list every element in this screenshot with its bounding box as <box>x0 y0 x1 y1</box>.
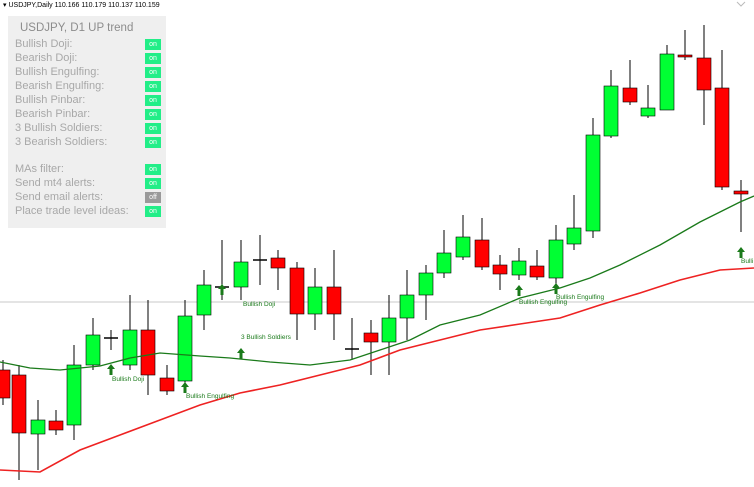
candle-body <box>122 329 138 366</box>
row-label: Bearish Doji: <box>15 52 78 64</box>
row-label: Send mt4 alerts: <box>15 177 96 189</box>
candle-body <box>270 257 286 269</box>
pattern-label: Bullish Doji <box>112 376 144 383</box>
ma-slow <box>0 267 754 473</box>
panel-row: Bearish Engulfing: on <box>15 80 161 93</box>
signal-arrow <box>181 382 189 393</box>
candle-body <box>307 286 323 315</box>
pattern-label: Bullish Doji <box>243 301 275 308</box>
candle-body <box>233 261 249 288</box>
candle-body <box>363 332 379 343</box>
status-badge[interactable]: on <box>145 81 161 92</box>
prices: 110.166 110.179 110.137 110.159 <box>54 2 160 9</box>
candle-body <box>603 85 619 137</box>
candle-body <box>11 374 27 434</box>
corner-icon <box>736 1 746 7</box>
pattern-label: Bullish Engulfing <box>556 294 604 301</box>
pattern-label: 3 Bullish Soldiers <box>241 334 292 341</box>
status-badge[interactable]: on <box>145 137 161 148</box>
panel-row: Bearish Doji: on <box>15 52 161 65</box>
pattern-panel: USDJPY, D1 UP trend Bullish Doji: on Beari… <box>8 16 166 228</box>
status-badge[interactable]: on <box>145 164 161 175</box>
candle-body <box>696 57 712 91</box>
panel-title: USDJPY, D1 UP trend <box>20 22 134 34</box>
status-badge[interactable]: on <box>145 67 161 78</box>
panel-row: Bullish Pinbar: on <box>15 94 161 107</box>
candle-body <box>30 419 46 435</box>
candle-body <box>492 264 508 275</box>
candle-body <box>85 334 101 366</box>
candle-body <box>399 294 415 319</box>
status-badge[interactable]: on <box>145 53 161 64</box>
candle-body <box>66 364 82 426</box>
status-badge[interactable]: on <box>145 95 161 106</box>
candle-body <box>640 107 656 117</box>
candle-body <box>0 369 11 399</box>
pattern-label: Bullish Engulfing <box>186 393 234 400</box>
candle-body <box>196 284 212 316</box>
status-badge[interactable]: on <box>145 123 161 134</box>
panel-row: Bullish Doji: on <box>15 38 161 51</box>
status-badge[interactable]: on <box>145 109 161 120</box>
row-label: Bullish Doji: <box>15 38 73 50</box>
candle-body <box>48 420 64 431</box>
candle-body <box>177 315 193 382</box>
panel-row: Place trade level ideas: on <box>15 205 161 218</box>
candle-body <box>677 54 693 58</box>
row-label: Place trade level ideas: <box>15 205 129 217</box>
row-label: Send email alerts: <box>15 191 104 203</box>
candle-body <box>511 260 527 276</box>
candle-body <box>733 190 749 195</box>
signal-arrow <box>107 364 115 375</box>
panel-row: MAs filter: on <box>15 163 161 176</box>
candle-body <box>566 227 582 245</box>
candle-body <box>159 377 175 392</box>
candle-body <box>659 53 675 111</box>
row-label: Bearish Pinbar: <box>15 108 91 120</box>
panel-row: Send email alerts: off <box>15 191 161 204</box>
row-label: 3 Bullish Soldiers: <box>15 122 103 134</box>
row-label: Bullish Pinbar: <box>15 94 86 106</box>
status-badge[interactable]: off <box>145 192 161 203</box>
candle-body <box>326 286 342 315</box>
header: ▾ USDJPY,Daily 110.166 110.179 110.137 1… <box>3 2 160 9</box>
candle-body <box>418 272 434 296</box>
symbol: USDJPY,Daily <box>8 2 53 9</box>
candle-body <box>622 87 638 103</box>
ma-fast <box>0 195 754 371</box>
signal-arrow <box>515 285 523 296</box>
candle-body <box>474 239 490 268</box>
row-label: MAs filter: <box>15 163 64 175</box>
candle-body <box>714 87 730 188</box>
candle-body <box>140 329 156 376</box>
status-badge[interactable]: on <box>145 206 161 217</box>
row-label: Bullish Engulfing: <box>15 66 100 78</box>
candle-body <box>436 252 452 274</box>
signal-arrow <box>218 284 226 295</box>
signal-arrow <box>552 283 560 294</box>
row-label: 3 Bearish Soldiers: <box>15 136 108 148</box>
candle-body <box>548 239 564 279</box>
candle-body <box>381 317 397 343</box>
panel-row: Bullish Engulfing: on <box>15 66 161 79</box>
panel-row: Bearish Pinbar: on <box>15 108 161 121</box>
status-badge[interactable]: on <box>145 178 161 189</box>
signal-arrow <box>237 348 245 359</box>
panel-row: 3 Bullish Soldiers: on <box>15 122 161 135</box>
candle-body <box>289 267 305 315</box>
signal-arrow <box>737 247 745 258</box>
candle-body <box>529 265 545 278</box>
status-badge[interactable]: on <box>145 39 161 50</box>
pattern-label: Bulli <box>741 258 753 265</box>
row-label: Bearish Engulfing: <box>15 80 105 92</box>
panel-row: 3 Bearish Soldiers: on <box>15 136 161 149</box>
candle-body <box>585 134 601 232</box>
pattern-label: Bullish Engulfing <box>519 299 567 306</box>
panel-row: Send mt4 alerts: on <box>15 177 161 190</box>
candle-body <box>455 236 471 258</box>
